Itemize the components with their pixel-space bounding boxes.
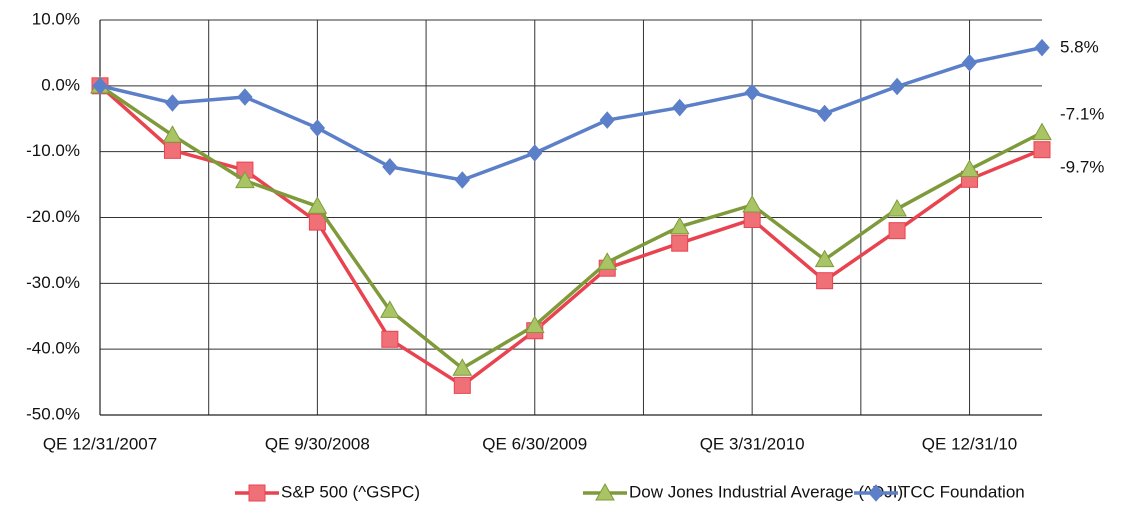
point-marker bbox=[889, 77, 905, 96]
point-marker bbox=[235, 170, 255, 189]
y-tick-label: 10.0% bbox=[32, 9, 80, 28]
y-tick-label: 0.0% bbox=[41, 75, 80, 94]
legend-label: TCC Foundation bbox=[900, 482, 1025, 501]
legend-marker bbox=[248, 484, 266, 502]
y-tick-label: -30.0% bbox=[26, 273, 80, 292]
point-marker bbox=[1033, 141, 1051, 159]
point-marker bbox=[381, 330, 399, 348]
point-marker bbox=[888, 222, 906, 240]
legend-label: S&P 500 (^GSPC) bbox=[281, 482, 420, 501]
point-marker bbox=[308, 213, 326, 231]
y-tick-label: -20.0% bbox=[26, 207, 80, 226]
x-tick-label: QE 3/31/2010 bbox=[700, 434, 805, 453]
point-marker bbox=[1034, 38, 1050, 57]
x-tick-label: QE 9/30/2008 bbox=[265, 434, 370, 453]
point-marker bbox=[672, 98, 688, 117]
point-marker bbox=[382, 158, 398, 176]
point-marker bbox=[452, 358, 473, 376]
x-tick-label: QE 6/30/2009 bbox=[482, 434, 587, 453]
x-tick-label: QE 12/31/10 bbox=[922, 434, 1017, 453]
point-marker bbox=[454, 171, 470, 189]
point-marker bbox=[597, 252, 618, 270]
point-marker bbox=[164, 94, 181, 112]
point-marker bbox=[1032, 122, 1052, 141]
x-tick-label: QE 12/31/2007 bbox=[43, 434, 157, 453]
point-marker bbox=[669, 216, 690, 235]
end-label: 5.8% bbox=[1060, 37, 1099, 56]
point-marker bbox=[961, 54, 978, 72]
point-marker bbox=[599, 111, 615, 129]
legend-marker bbox=[595, 482, 615, 501]
point-marker bbox=[887, 198, 907, 217]
point-marker bbox=[237, 88, 253, 106]
point-marker bbox=[816, 104, 833, 123]
legend-label: Dow Jones Industrial Average (^DJI) bbox=[629, 482, 903, 501]
point-marker bbox=[307, 196, 328, 214]
point-marker bbox=[959, 159, 980, 177]
point-marker bbox=[816, 272, 834, 290]
point-marker bbox=[163, 141, 181, 159]
series-line bbox=[99, 84, 1043, 371]
point-marker bbox=[309, 119, 326, 137]
legend-marker bbox=[868, 484, 884, 502]
point-marker bbox=[379, 300, 400, 318]
point-marker bbox=[814, 249, 835, 268]
point-marker bbox=[527, 144, 543, 162]
y-tick-label: -40.0% bbox=[26, 339, 80, 358]
point-marker bbox=[742, 194, 763, 213]
point-marker bbox=[162, 125, 183, 143]
y-tick-label: -50.0% bbox=[26, 404, 80, 423]
series-line bbox=[98, 84, 1043, 388]
point-marker bbox=[743, 210, 761, 228]
point-marker bbox=[671, 234, 689, 252]
end-label: -7.1% bbox=[1060, 104, 1104, 123]
series-line bbox=[99, 45, 1043, 182]
y-tick-label: -10.0% bbox=[26, 141, 80, 160]
point-marker bbox=[453, 376, 471, 394]
end-label: -9.7% bbox=[1060, 157, 1104, 176]
point-marker bbox=[524, 315, 545, 333]
point-marker bbox=[92, 77, 108, 95]
point-marker bbox=[744, 83, 760, 102]
